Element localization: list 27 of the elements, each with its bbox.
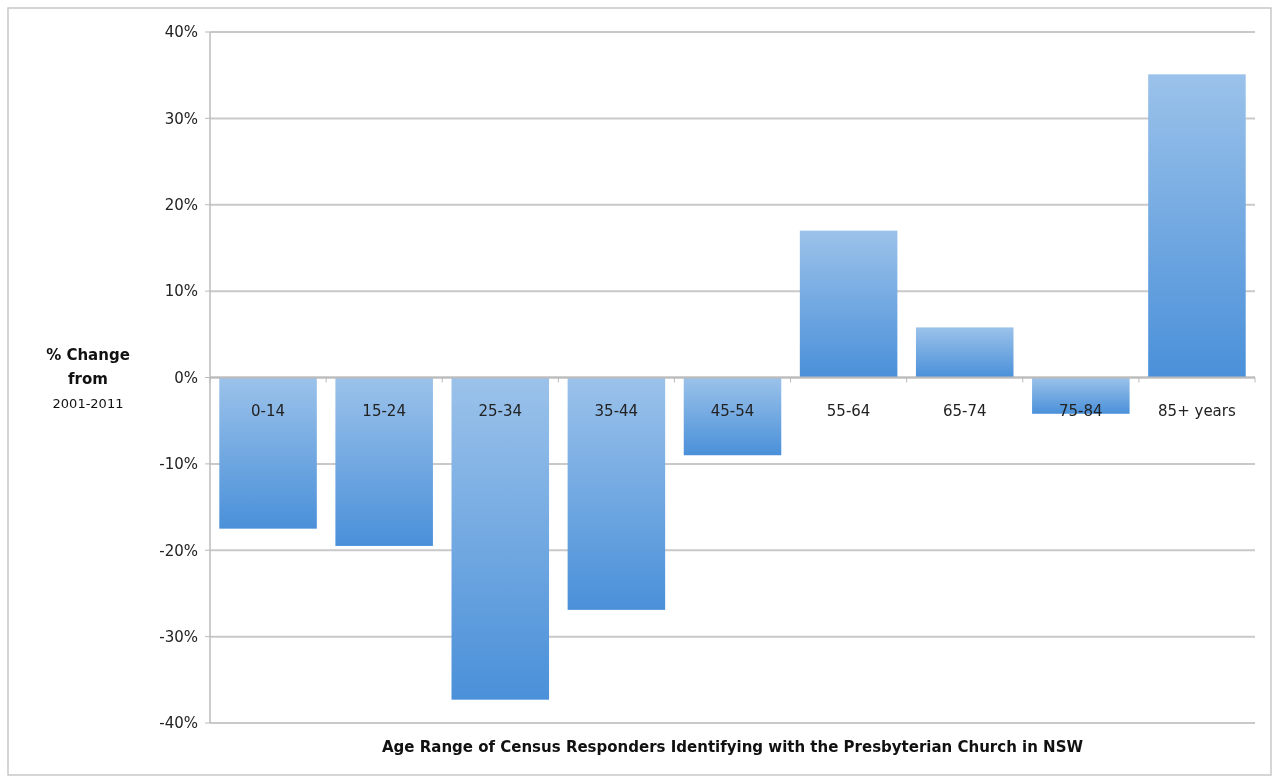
bar: [219, 377, 317, 529]
bar: [915, 327, 1014, 378]
y-tick-label: -10%: [159, 455, 198, 474]
x-tick-label: 55-64: [826, 401, 871, 420]
bar: [683, 377, 782, 456]
bar: [335, 377, 433, 546]
y-tick-label: 40%: [164, 23, 198, 42]
y-tick-label: -20%: [159, 541, 198, 560]
x-tick-label: 85+ years: [1158, 401, 1236, 420]
y-tick-label: -40%: [159, 714, 198, 733]
x-tick-label: 45-54: [710, 401, 755, 420]
y-tick-label: 10%: [164, 282, 198, 301]
bar: [451, 377, 550, 700]
x-tick-label: 25-34: [478, 401, 523, 420]
x-tick-label: 35-44: [594, 401, 639, 420]
bar: [1148, 74, 1246, 378]
x-tick-label: 15-24: [362, 401, 406, 420]
x-tick-label: 0-14: [251, 401, 286, 420]
bar: [799, 230, 898, 378]
x-tick-label: 65-74: [942, 401, 987, 420]
y-tick-label: 0%: [174, 368, 198, 387]
y-tick-label: 30%: [164, 109, 198, 128]
y-tick-label: 20%: [164, 196, 198, 214]
y-tick-label: -30%: [159, 627, 198, 646]
bar: [567, 377, 666, 610]
x-axis-title: Age Range of Census Responders Identifying with the Presbyterian Church in NSW: [381, 738, 1084, 756]
y-axis-title: % Change from 2001-2011: [46, 346, 130, 411]
